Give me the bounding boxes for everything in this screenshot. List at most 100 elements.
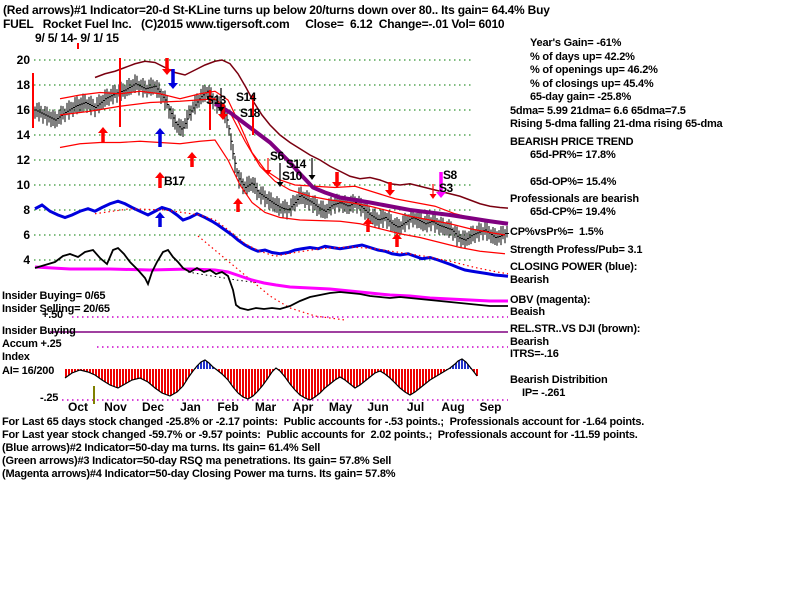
- ai-bar: [338, 369, 340, 378]
- ai-bar: [368, 369, 370, 378]
- ai-bar: [110, 369, 112, 386]
- ai-bar: [377, 369, 379, 372]
- ai-bar: [116, 369, 118, 388]
- stat-line-5: 5dma= 5.99 21dma= 6.6 65dma=7.5: [510, 105, 686, 117]
- ai-bar: [410, 369, 412, 395]
- stat-line-14: CLOSING POWER (blue):: [510, 261, 638, 273]
- up-arrow-icon: [98, 127, 108, 133]
- ai-bar: [149, 369, 151, 384]
- black-dotted: [187, 271, 261, 284]
- up-arrow-icon: [187, 152, 197, 158]
- upper-band: [59, 90, 506, 225]
- y-tick-18: 18: [16, 78, 30, 92]
- signal-label-1: S14: [236, 90, 256, 104]
- ai-bar: [155, 369, 157, 389]
- insider-label-1: Insider Selling= 20/65: [2, 303, 110, 315]
- insider-label-5: Index: [2, 351, 30, 363]
- ai-bar: [386, 369, 388, 376]
- ai-bar: [179, 369, 181, 389]
- obv: [34, 265, 508, 303]
- down-arrow-icon: [276, 182, 284, 187]
- ai-bar: [371, 369, 373, 376]
- up-arrow-icon: [155, 212, 165, 218]
- ai-bar: [428, 369, 430, 381]
- month-label-mar: Mar: [254, 400, 277, 414]
- ticker-title-line: FUEL Rocket Fuel Inc. (C)2015 www.tigers…: [3, 17, 505, 31]
- ai-bar: [230, 369, 232, 385]
- month-label-jan: Jan: [180, 400, 201, 414]
- insider-label-2: +.50: [42, 309, 63, 321]
- down-arrow-icon: [436, 192, 446, 198]
- ai-bar: [152, 369, 154, 387]
- stat-line-19: Bearish: [510, 336, 549, 348]
- signal-label-8: S3: [439, 181, 453, 195]
- ai-bar: [407, 369, 409, 394]
- down-arrow-icon: [332, 182, 342, 188]
- month-label-sep: Sep: [479, 400, 502, 414]
- down-arrow-icon: [168, 83, 178, 89]
- ai-bar: [341, 369, 343, 379]
- lower-band: [59, 139, 506, 255]
- ai-bar: [251, 369, 253, 397]
- month-label-oct: Oct: [67, 400, 89, 414]
- ai-bar: [455, 363, 457, 369]
- month-label-nov: Nov: [104, 400, 127, 414]
- stat-line-12: CP%vsPr%= 1.5%: [510, 226, 604, 238]
- ai-bar: [389, 369, 391, 378]
- ai-bar: [434, 369, 436, 377]
- ai-bar: [326, 369, 328, 387]
- signal-label-3: S6: [270, 149, 284, 163]
- ai-line: [64, 358, 478, 401]
- ai-bar: [281, 369, 283, 374]
- ai-bar: [83, 369, 85, 371]
- footer-line-3: (Green arrows)#3 Indicator=50-day RSQ ma…: [2, 455, 392, 467]
- ai-bar: [269, 369, 271, 375]
- footer-line-0: For Last 65 days stock changed -25.8% or…: [2, 416, 645, 428]
- ai-bar: [353, 369, 355, 388]
- ai-bar: [296, 369, 298, 392]
- ai-bar: [89, 369, 91, 373]
- stat-line-9: 65d-OP%= 15.4%: [530, 176, 617, 188]
- ai-bar: [392, 369, 394, 381]
- ai-bar: [206, 361, 208, 369]
- ai-bar: [443, 369, 445, 372]
- y-tick-16: 16: [16, 103, 30, 117]
- ai-bar: [107, 369, 109, 384]
- ai-bar: [413, 369, 415, 393]
- ai-bar: [461, 359, 463, 369]
- ai-bar: [158, 369, 160, 391]
- ai-bar: [467, 364, 469, 369]
- ai-bar: [221, 369, 223, 374]
- ai-bar: [260, 369, 262, 388]
- ai-bar: [209, 364, 211, 369]
- ai-bar: [440, 369, 442, 374]
- ai-bar: [314, 369, 316, 397]
- ai-bar: [101, 369, 103, 380]
- month-label-jul: Jul: [406, 400, 425, 414]
- ai-bar: [248, 369, 250, 399]
- month-label-dec: Dec: [141, 400, 165, 414]
- ai-bar: [425, 369, 427, 384]
- ai-bar: [293, 369, 295, 389]
- ai-bar: [236, 369, 238, 392]
- ai-bar: [131, 369, 133, 380]
- ai-bar: [254, 369, 256, 394]
- stat-line-1: % of days up= 42.2%: [530, 51, 635, 63]
- ai-bar: [329, 369, 331, 384]
- y-tick-6: 6: [23, 228, 30, 242]
- ai-bar: [263, 369, 265, 384]
- stat-line-2: % of openings up= 46.2%: [530, 64, 658, 76]
- stat-line-3: % of closings up= 45.4%: [530, 78, 654, 90]
- stat-line-22: IP= -.261: [522, 387, 566, 399]
- ai-bar: [161, 369, 163, 393]
- signal-label-5: S10: [282, 169, 302, 183]
- ai-bar: [218, 369, 220, 372]
- ai-bar: [188, 369, 190, 377]
- ai-bar: [95, 369, 97, 376]
- ai-bar: [356, 369, 358, 387]
- ai-bar: [68, 369, 70, 376]
- month-label-aug: Aug: [441, 400, 465, 414]
- ai-bar: [137, 369, 139, 379]
